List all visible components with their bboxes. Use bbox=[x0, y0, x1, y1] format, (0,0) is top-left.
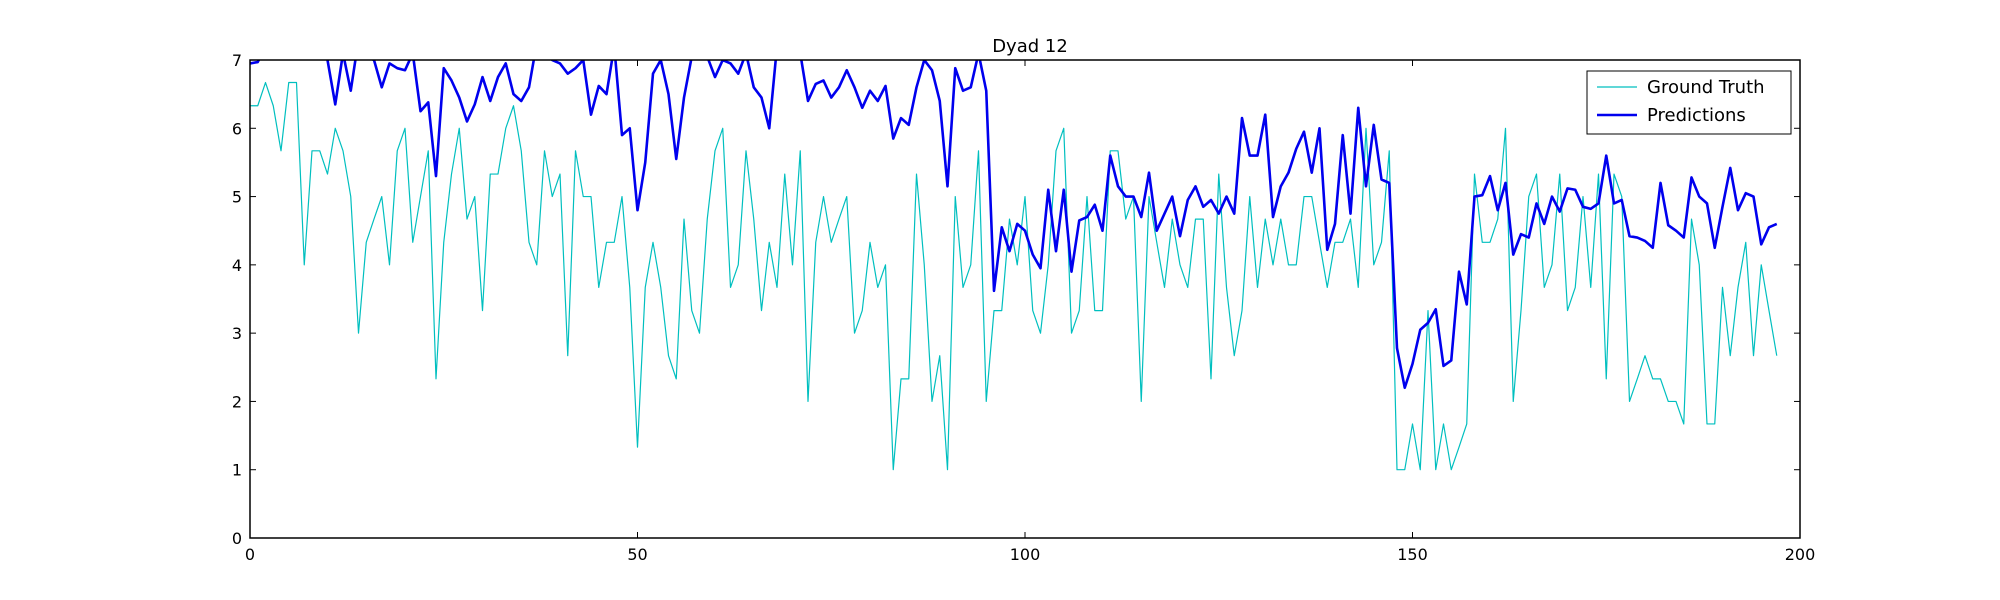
legend-label-predictions: Predictions bbox=[1647, 105, 1746, 126]
y-tick-label: 4 bbox=[232, 256, 242, 275]
y-tick-label: 3 bbox=[232, 324, 242, 343]
x-tick-label: 200 bbox=[1785, 545, 1816, 564]
series-layer bbox=[250, 60, 1778, 471]
x-tick-label: 100 bbox=[1010, 545, 1041, 564]
y-tick-label: 1 bbox=[232, 461, 242, 480]
x-tick-label: 150 bbox=[1397, 545, 1428, 564]
series-line-predictions bbox=[250, 60, 1778, 390]
y-tick-label: 2 bbox=[232, 392, 242, 411]
x-tick-label: 50 bbox=[627, 545, 647, 564]
y-tick-label: 0 bbox=[232, 529, 242, 548]
x-axis: 0 50 100 150 200 bbox=[245, 60, 1815, 564]
y-tick-label: 6 bbox=[232, 119, 242, 138]
y-tick-label: 7 bbox=[232, 51, 242, 70]
y-axis: 0 1 2 3 4 5 6 7 bbox=[232, 51, 1800, 548]
y-tick-label: 5 bbox=[232, 188, 242, 207]
legend: Ground Truth Predictions bbox=[1586, 70, 1792, 135]
x-tick-label: 0 bbox=[245, 545, 255, 564]
legend-label-ground-truth: Ground Truth bbox=[1647, 77, 1765, 98]
chart-title: Dyad 12 bbox=[992, 36, 1068, 57]
legend-box bbox=[1586, 70, 1792, 135]
